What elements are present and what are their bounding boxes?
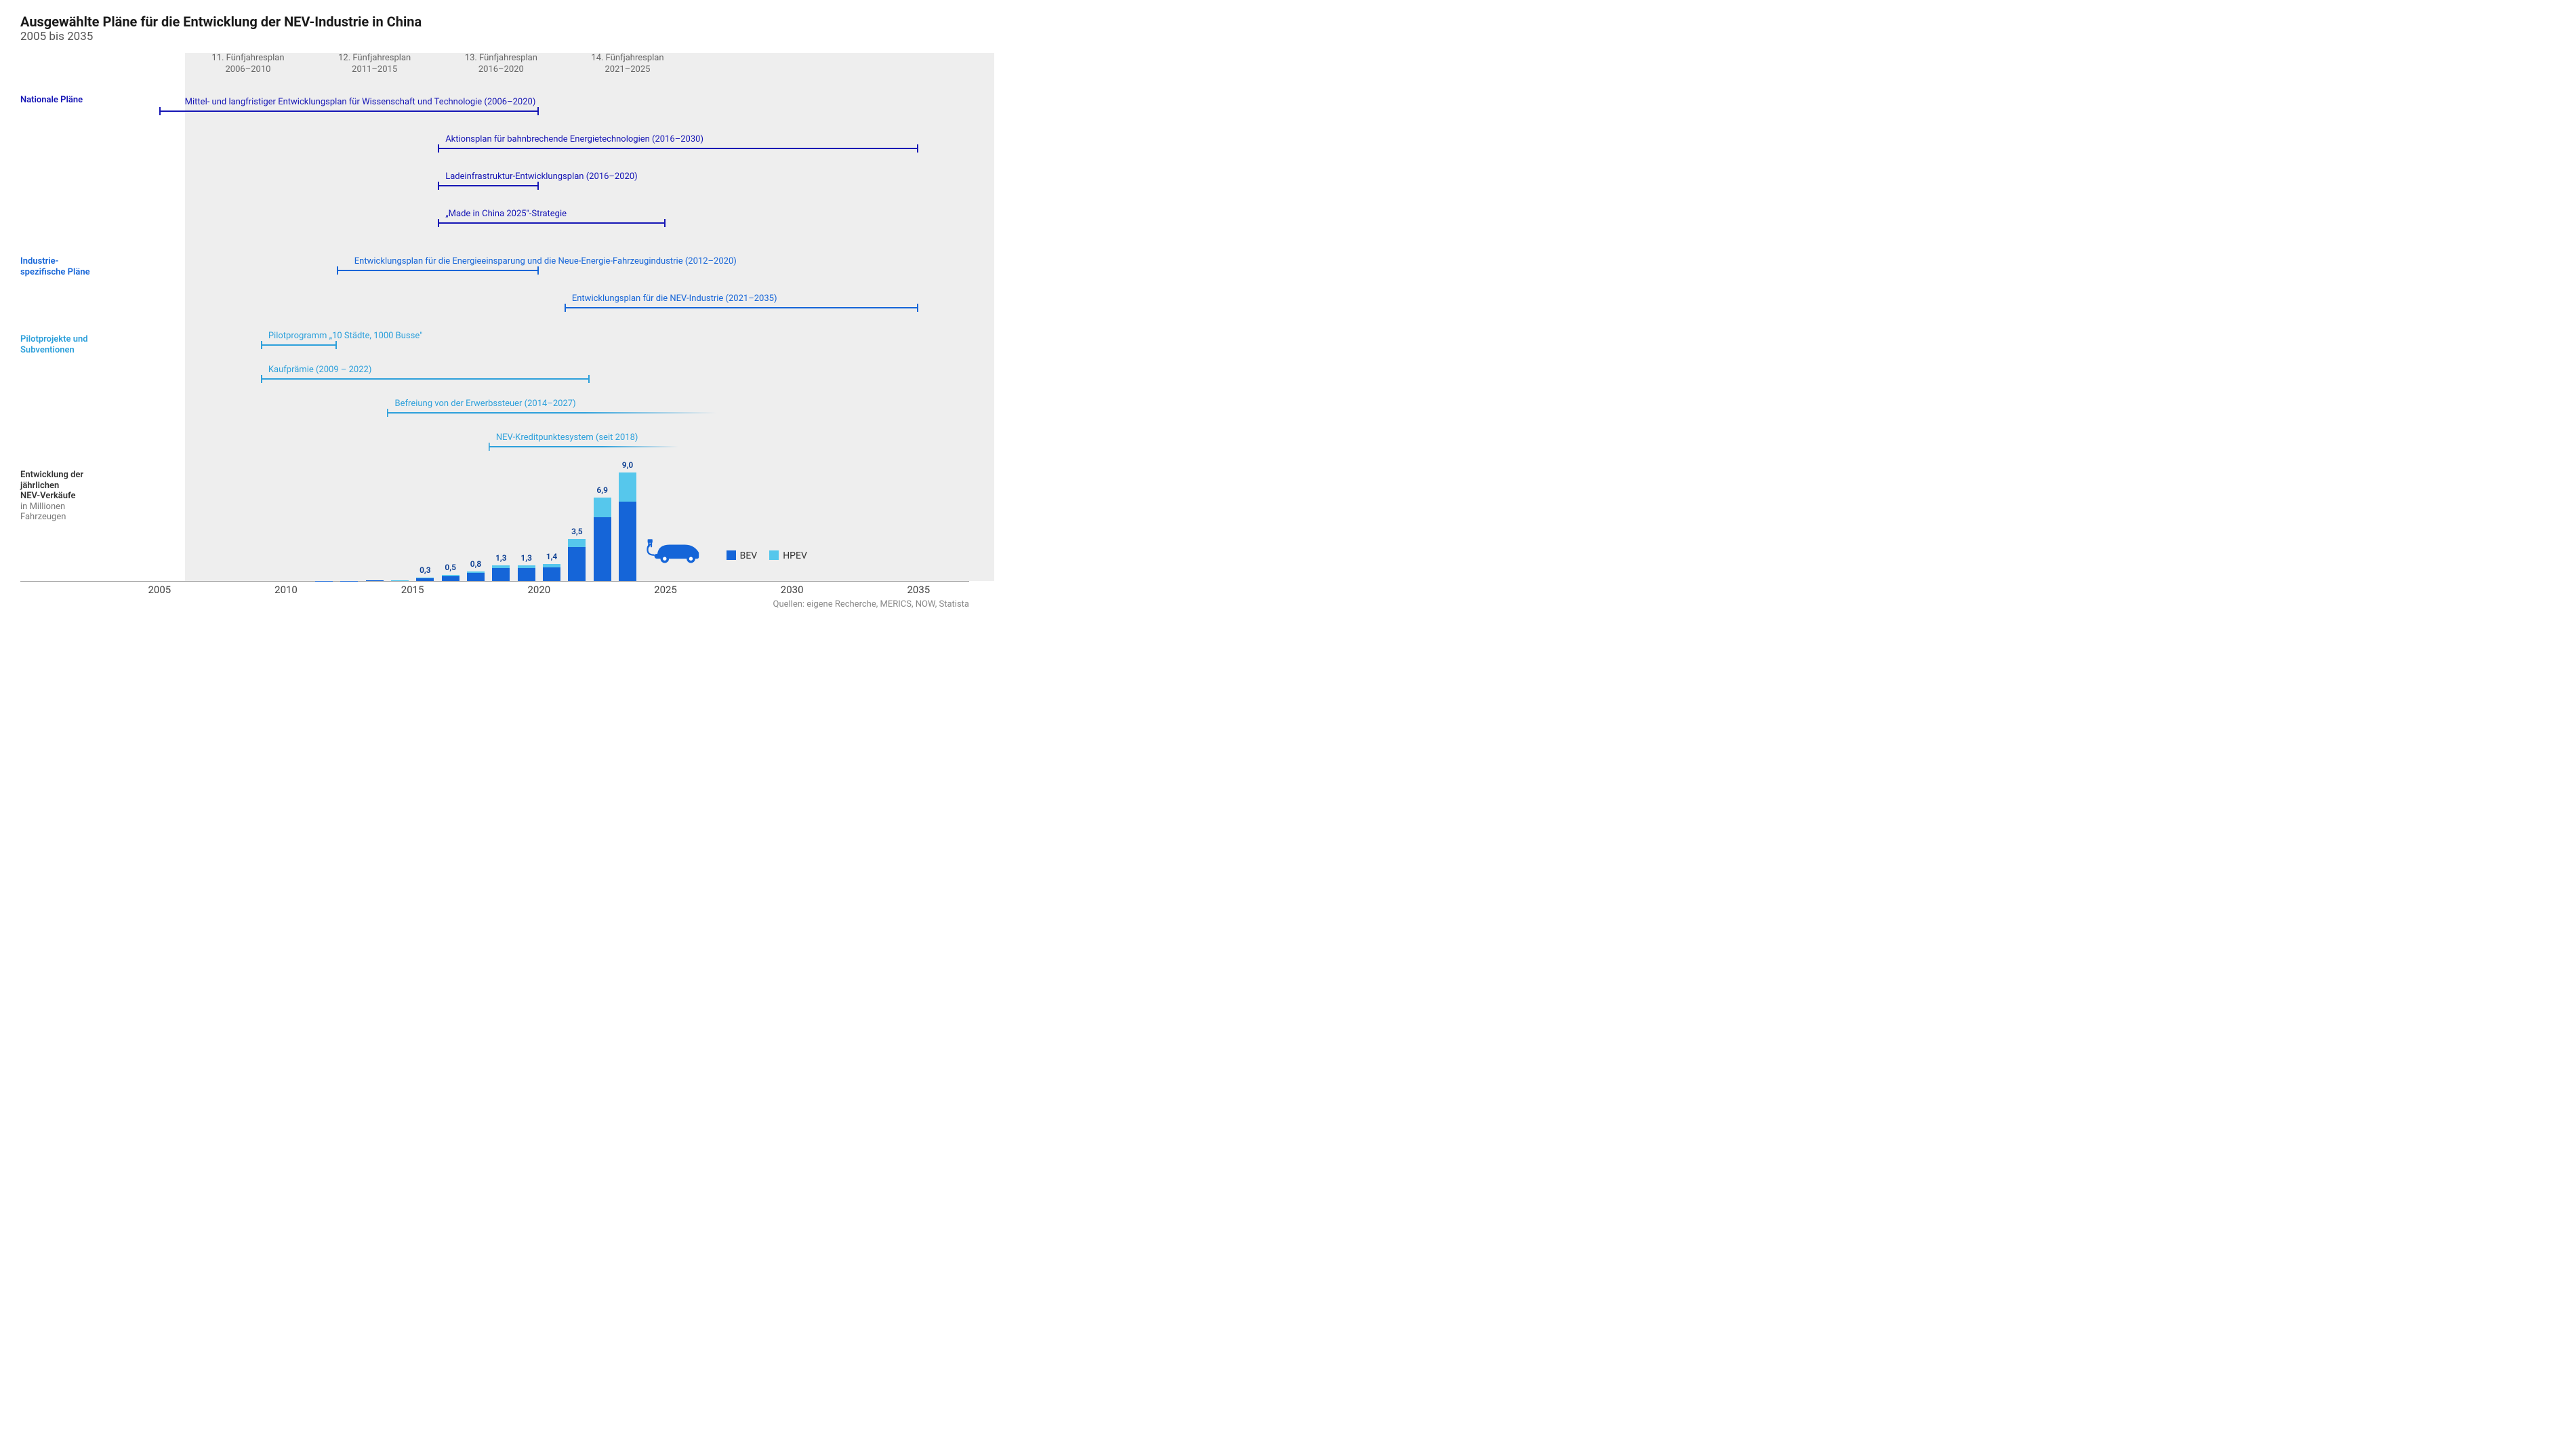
legend: BEV HPEV [727, 550, 807, 561]
plot-area: 11. Fünfjahresplan2006–201012. Fünfjahre… [20, 53, 969, 582]
ev-car-icon [645, 536, 706, 569]
sales-bar: 0,5 [442, 575, 459, 581]
plan-header: 11. Fünfjahresplan2006–2010 [185, 53, 312, 76]
chart-title: Ausgewählte Pläne für die Entwicklung de… [20, 14, 969, 30]
sales-bar-value: 1,4 [546, 552, 558, 561]
background-band [817, 53, 944, 581]
legend-item: HPEV [769, 550, 807, 561]
timeline-bar [337, 270, 539, 271]
sales-bar: 1,4 [543, 564, 560, 581]
sales-bar: 1,3 [492, 565, 510, 581]
timeline-bar-label: NEV-Kreditpunktesystem (seit 2018) [496, 432, 638, 443]
plan-header: 12. Fünfjahresplan2011–2015 [311, 53, 438, 76]
sales-bar-value: 0,3 [420, 565, 431, 575]
sales-label: Entwicklung derjährlichenNEV-Verkäufein … [20, 470, 129, 523]
timeline-bar-label: „Made in China 2025"-Strategie [445, 209, 567, 219]
timeline-bar [159, 110, 539, 112]
sales-bar-value: 0,8 [470, 559, 482, 569]
background-band [944, 53, 995, 581]
timeline-bar [261, 378, 590, 380]
sales-bar [391, 580, 409, 581]
timeline-bar [438, 185, 539, 186]
timeline-bar-label: Entwicklungsplan für die NEV-Industrie (… [572, 294, 777, 304]
sales-bar-value: 1,3 [495, 553, 507, 563]
timeline-bar-label: Befreiung von der Erwerbssteuer (2014–20… [395, 399, 576, 409]
timeline-bar [261, 344, 337, 346]
xaxis-tick: 2030 [781, 584, 804, 596]
timeline-bar [387, 412, 716, 414]
xaxis-tick: 2025 [654, 584, 677, 596]
category-label: Nationale Pläne [20, 95, 129, 106]
category-label: Pilotprojekte undSubventionen [20, 334, 129, 355]
sales-bar: 6,9 [594, 498, 611, 581]
timeline-bar-label: Ladeinfrastruktur-Entwicklungsplan (2016… [445, 172, 637, 182]
plan-header: 14. Fünfjahresplan2021–2025 [565, 53, 691, 76]
sales-bar-value: 9,0 [622, 460, 634, 470]
category-label: Industrie-spezifische Pläne [20, 256, 129, 277]
sales-bar-value: 6,9 [596, 485, 608, 495]
background-band [185, 53, 312, 581]
timeline-bar [565, 307, 919, 308]
xaxis-tick: 2005 [148, 584, 171, 596]
sales-bar-value: 1,3 [520, 553, 532, 563]
xaxis-tick: 2020 [527, 584, 550, 596]
background-band [691, 53, 817, 581]
sales-bar: 0,3 [416, 578, 434, 581]
xaxis-tick: 2015 [401, 584, 424, 596]
sources-text: Quellen: eigene Recherche, MERICS, NOW, … [20, 599, 969, 609]
plan-header: 13. Fünfjahresplan2016–2020 [438, 53, 565, 76]
timeline-bar [438, 148, 918, 149]
legend-item: BEV [727, 550, 758, 561]
background-band [311, 53, 438, 581]
sales-bar-value: 0,5 [445, 563, 456, 572]
timeline-bar-label: Mittel- und langfristiger Entwicklungspl… [185, 97, 536, 107]
timeline-bar [489, 446, 678, 447]
timeline-bar-label: Pilotprogramm „10 Städte, 1000 Busse" [268, 331, 422, 341]
xaxis-tick: 2035 [907, 584, 930, 596]
timeline-bar [438, 222, 666, 224]
timeline-bar-label: Kaufprämie (2009 – 2022) [268, 365, 372, 375]
sales-bar: 3,5 [568, 539, 586, 581]
background-band [438, 53, 565, 581]
timeline-bar-label: Aktionsplan für bahnbrechende Energietec… [445, 134, 703, 144]
sales-bar: 1,3 [518, 565, 535, 581]
xaxis-tick: 2010 [274, 584, 298, 596]
sales-bar: 0,8 [467, 571, 485, 581]
chart-container: Ausgewählte Pläne für die Entwicklung de… [20, 14, 969, 609]
timeline-bar-label: Entwicklungsplan für die Energieeinsparu… [354, 256, 737, 266]
chart-subtitle: 2005 bis 2035 [20, 30, 969, 43]
sales-bar: 9,0 [619, 472, 636, 581]
sales-bar-value: 3,5 [571, 527, 583, 536]
sales-bar [366, 580, 384, 581]
